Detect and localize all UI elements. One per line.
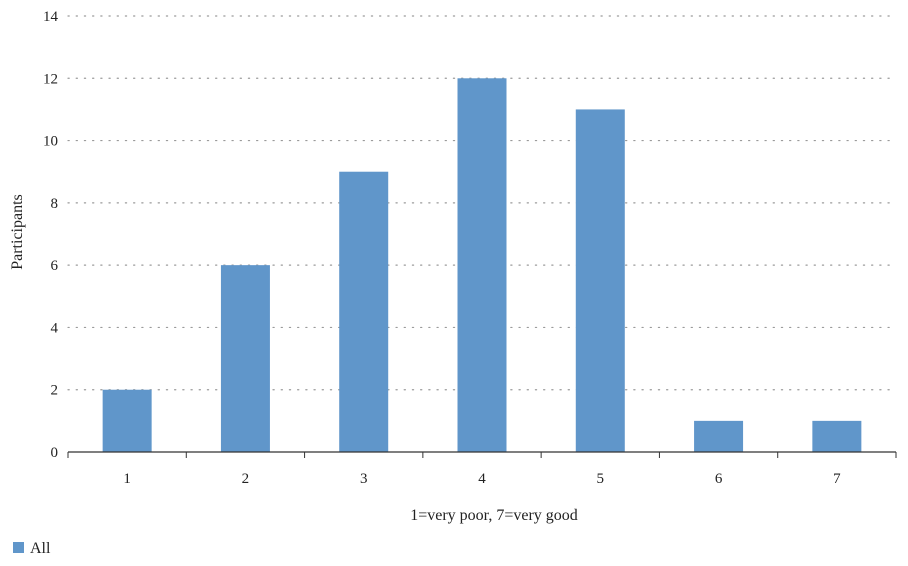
bar-3 — [339, 172, 388, 452]
x-tick-label-3: 3 — [360, 471, 368, 487]
bar-2 — [221, 265, 270, 452]
bar-1 — [103, 390, 152, 452]
y-tick-label-8: 8 — [51, 196, 59, 212]
y-tick-label-6: 6 — [51, 258, 59, 274]
x-tick-label-6: 6 — [715, 471, 723, 487]
x-tick-label-5: 5 — [597, 471, 605, 487]
bar-5 — [576, 109, 625, 452]
bar-7 — [812, 421, 861, 452]
x-tick-labels: 1 2 3 4 5 6 7 — [123, 471, 841, 487]
y-axis-title: Participants — [9, 194, 26, 270]
x-tick-label-1: 1 — [123, 471, 131, 487]
legend: All — [13, 540, 51, 557]
y-tick-label-2: 2 — [51, 383, 59, 399]
y-tick-label-14: 14 — [43, 9, 59, 25]
x-tick-label-7: 7 — [833, 471, 841, 487]
x-tick-label-4: 4 — [478, 471, 486, 487]
bar-4 — [458, 78, 507, 452]
x-tick-label-2: 2 — [242, 471, 250, 487]
x-axis-title: 1=very poor, 7=very good — [410, 507, 578, 524]
y-tick-label-12: 12 — [43, 71, 58, 87]
y-tick-label-10: 10 — [43, 134, 58, 150]
y-tick-labels: 0 2 4 6 8 10 12 14 — [43, 9, 59, 461]
y-tick-label-0: 0 — [51, 445, 59, 461]
legend-label-all: All — [30, 540, 51, 557]
y-tick-label-4: 4 — [51, 320, 59, 336]
axes — [68, 452, 896, 458]
legend-swatch — [13, 542, 24, 553]
bar-6 — [694, 421, 743, 452]
